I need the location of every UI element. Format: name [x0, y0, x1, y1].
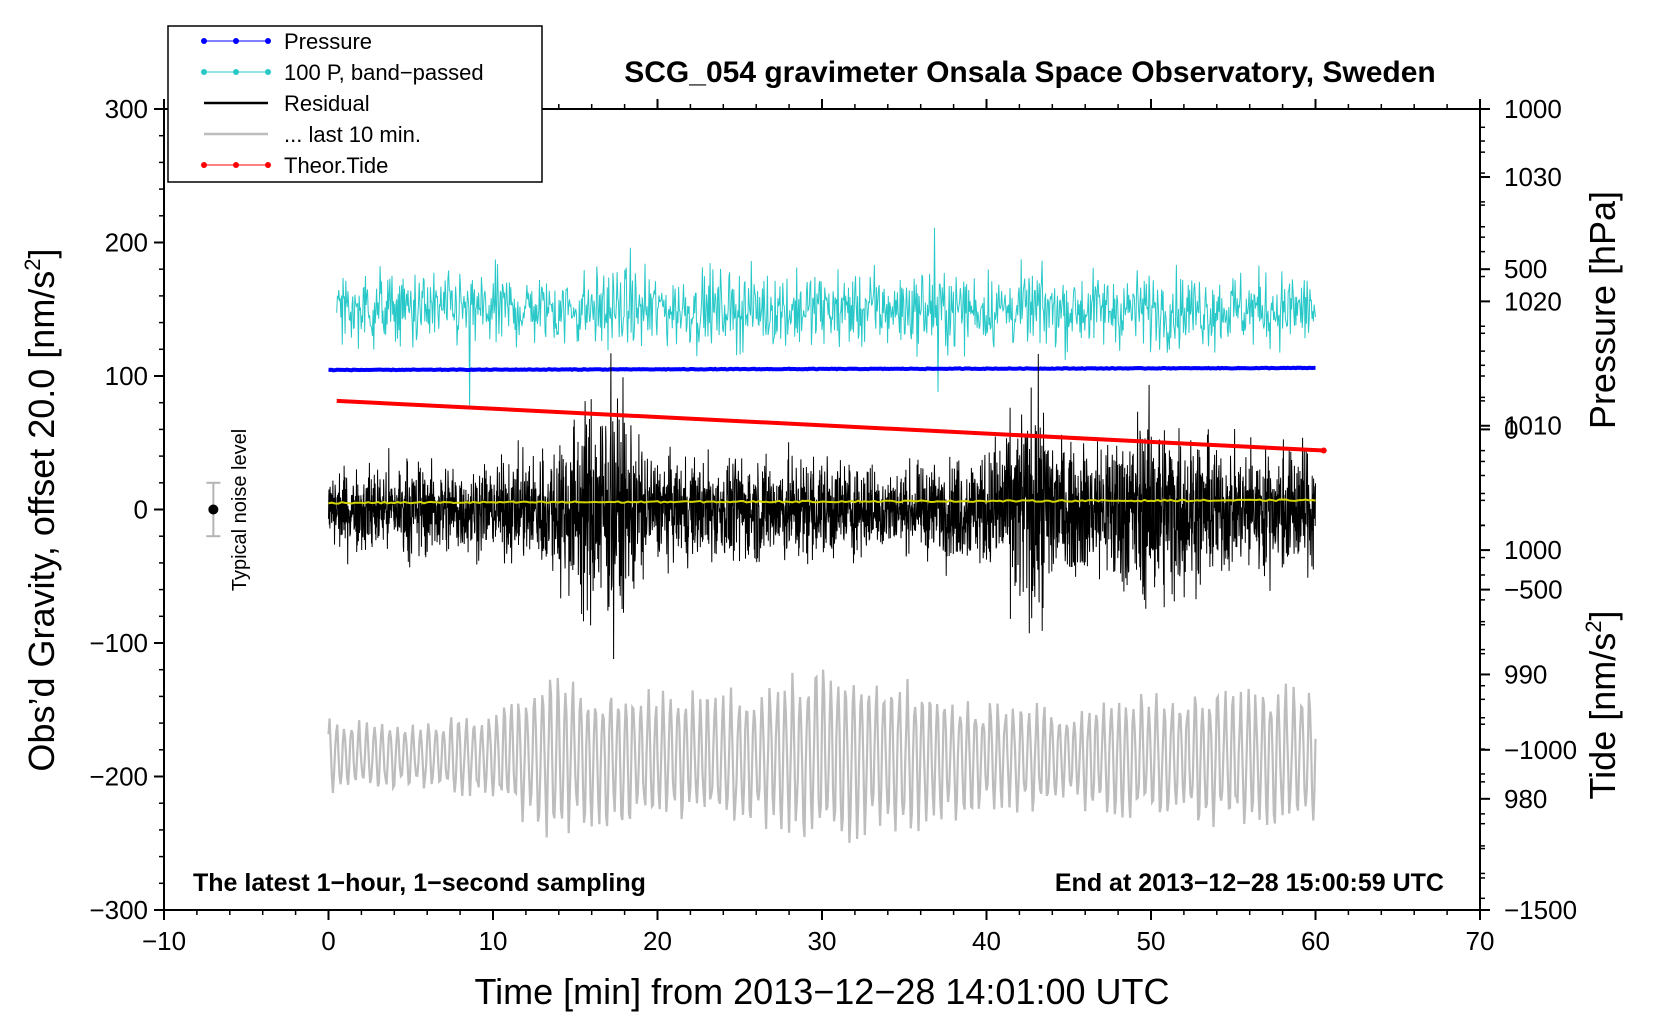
- series-theor-tide: [336, 398, 1324, 453]
- annotation-right: End at 2013−12−28 15:00:59 UTC: [1055, 869, 1444, 897]
- legend-marker: [233, 69, 239, 75]
- tide-tick-label: −500: [1504, 575, 1563, 605]
- tide-axis-title-main: Tide [nm/s: [1582, 633, 1623, 800]
- legend-marker: [265, 38, 271, 44]
- y-tick-label: 300: [105, 94, 148, 124]
- tide-tick-label: −1000: [1504, 735, 1577, 765]
- tide-tick-label: 500: [1504, 254, 1547, 284]
- series-layer: [327, 227, 1327, 843]
- series-residual-smoothed: [328, 498, 1316, 505]
- tide-tick-label: 0: [1504, 414, 1518, 444]
- y-tick-label: −200: [89, 762, 148, 792]
- x-tick-label: 50: [1137, 926, 1166, 956]
- legend-marker: [201, 69, 207, 75]
- legend-marker: [201, 162, 207, 168]
- pressure-tick-label: 980: [1504, 784, 1547, 814]
- x-tick-label: 20: [643, 926, 672, 956]
- noise-level-label: Typical noise level: [229, 429, 251, 591]
- tide-axis-title: Tide [nm/s2]: [1581, 611, 1623, 800]
- legend-label: Pressure: [284, 29, 372, 54]
- theor-tide-endpoint: [1320, 447, 1327, 454]
- pressure-tick-label: 1020: [1504, 286, 1562, 316]
- y-axis-title: Obs’d Gravity, offset 20.0 [nm/s2]: [20, 248, 62, 771]
- noise-level-marker: [206, 481, 221, 538]
- y-tick-label: 0: [134, 495, 148, 525]
- y-axis-title-sup: 2: [20, 258, 45, 270]
- y-axis-title-end: ]: [21, 248, 62, 258]
- legend-label: ... last 10 min.: [284, 122, 421, 147]
- tide-tick-label: −1500: [1504, 895, 1577, 925]
- legend-marker: [265, 162, 271, 168]
- legend-marker: [201, 38, 207, 44]
- series-last-10-min: [327, 669, 1317, 843]
- legend-label: Residual: [284, 91, 370, 116]
- pressure-tick-label: 990: [1504, 659, 1547, 689]
- x-tick-label: −10: [142, 926, 186, 956]
- pressure-tick-label: 1030: [1504, 162, 1562, 192]
- chart-title: SCG_054 gravimeter Onsala Space Observat…: [624, 56, 1436, 89]
- legend-marker: [265, 69, 271, 75]
- pressure-tick-label: 1000: [1504, 535, 1562, 565]
- legend-label: Theor.Tide: [284, 153, 388, 178]
- series-band-passed-pressure: [336, 227, 1316, 406]
- x-tick-label: 60: [1301, 926, 1330, 956]
- legend-marker: [233, 162, 239, 168]
- pressure-tick-label: 1010: [1504, 411, 1562, 441]
- legend-marker: [233, 38, 239, 44]
- y-tick-label: −300: [89, 895, 148, 925]
- y-tick-label: −100: [89, 628, 148, 658]
- y-tick-label: 200: [105, 228, 148, 258]
- pressure-axis-title: Pressure [hPa]: [1582, 191, 1623, 429]
- tide-axis-title-sup: 2: [1581, 621, 1606, 633]
- x-tick-label: 40: [972, 926, 1001, 956]
- annotation-left: The latest 1−hour, 1−second sampling: [193, 869, 646, 897]
- x-tick-label: 10: [479, 926, 508, 956]
- series-pressure: [328, 365, 1316, 373]
- tide-tick-label: 1000: [1504, 94, 1562, 124]
- x-tick-label: 0: [321, 926, 335, 956]
- y-tick-label: 100: [105, 361, 148, 391]
- noise-dot: [208, 504, 219, 515]
- legend: Pressure 100 P, band−passed Residual ... la…: [167, 25, 543, 183]
- y-axis-title-main: Obs’d Gravity, offset 20.0 [nm/s: [21, 271, 62, 772]
- series-residual: [328, 353, 1316, 660]
- legend-label: 100 P, band−passed: [284, 60, 484, 85]
- axis-ticks: −10 0 10 20 30 40 50 60 703002001000−100−200−300…: [89, 94, 1577, 956]
- tide-axis-title-end: ]: [1582, 611, 1623, 621]
- x-tick-label: 30: [808, 926, 837, 956]
- x-axis-title: Time [min] from 2013−12−28 14:01:00 UTC: [474, 971, 1169, 1012]
- x-tick-label: 70: [1466, 926, 1495, 956]
